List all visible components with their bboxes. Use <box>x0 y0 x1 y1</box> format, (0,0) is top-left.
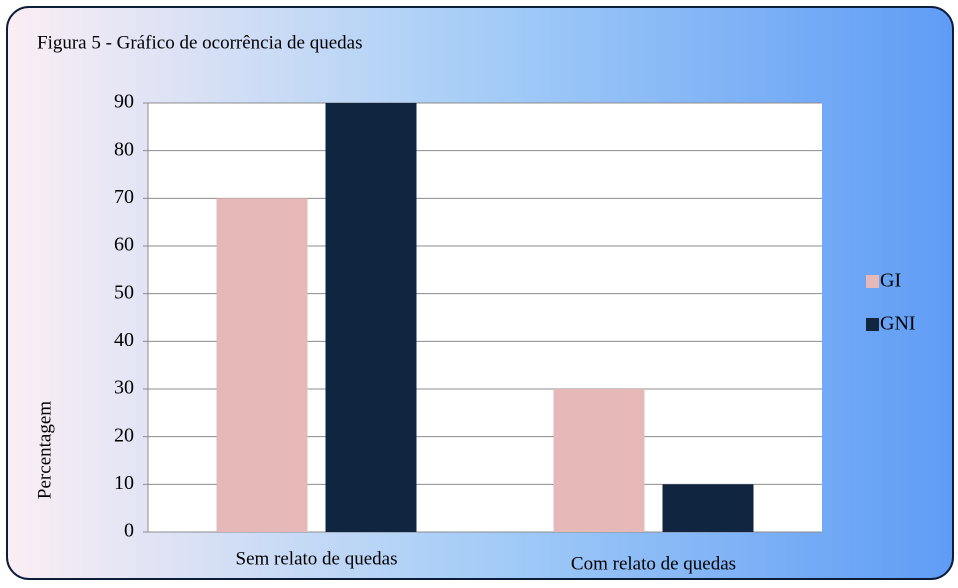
y-tick-label: 0 <box>124 520 134 542</box>
legend-label: GI <box>880 270 901 292</box>
legend-label: GNI <box>880 313 916 335</box>
y-tick-label: 30 <box>114 377 134 399</box>
chart-title: Figura 5 - Gráfico de ocorrência de qued… <box>37 32 363 53</box>
y-tick-label: 80 <box>114 138 134 160</box>
bar <box>216 198 308 533</box>
y-tick-label: 90 <box>114 91 134 113</box>
bar <box>662 484 754 532</box>
y-tick-label: 40 <box>114 329 134 351</box>
legend-swatch <box>866 275 879 288</box>
legend-swatch <box>866 318 879 331</box>
bar <box>553 389 645 532</box>
x-tick-label: Com relato de quedas <box>571 553 736 574</box>
y-tick-label: 20 <box>114 424 134 446</box>
y-axis-label: Percentagem <box>34 401 55 499</box>
y-tick-label: 60 <box>114 234 134 256</box>
y-tick-label: 70 <box>114 186 134 208</box>
x-tick-label: Sem relato de quedas <box>236 548 398 569</box>
bar <box>325 103 417 532</box>
y-tick-label: 10 <box>114 472 134 494</box>
y-tick-label: 50 <box>114 281 134 303</box>
